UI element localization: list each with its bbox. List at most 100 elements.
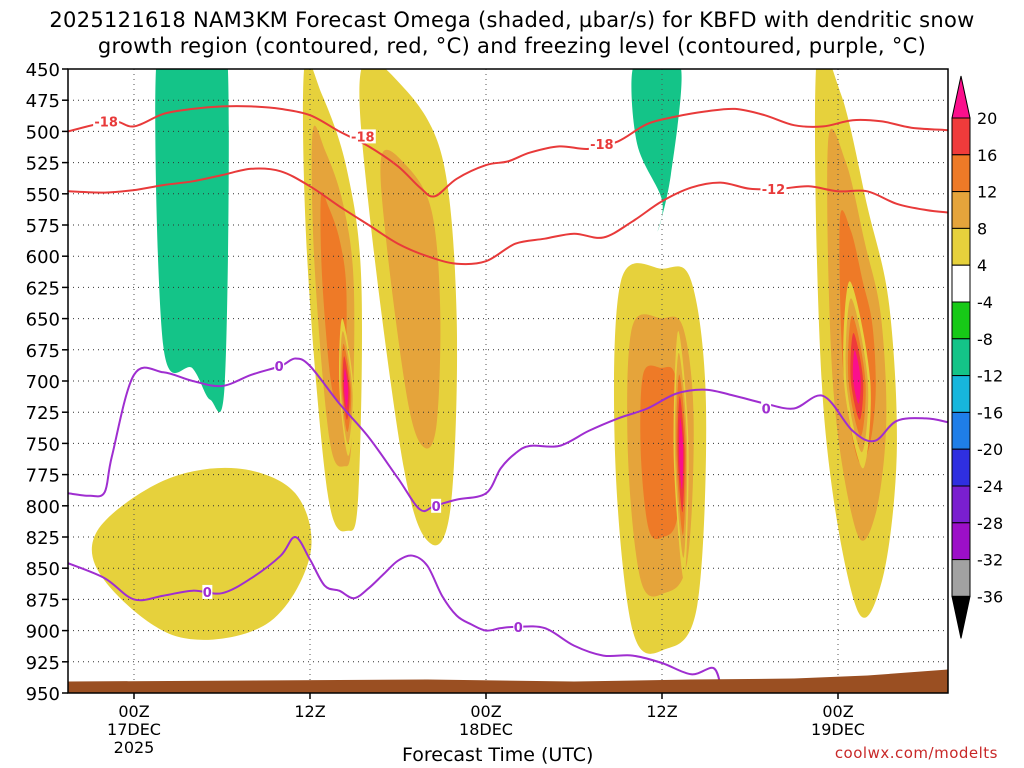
- colorbar-bottom-triangle: [951, 595, 971, 639]
- contour-line-0: [68, 536, 722, 686]
- colorbar-swatch: [951, 522, 971, 561]
- colorbar-swatch: [951, 485, 971, 524]
- colorbar-swatch: [951, 117, 971, 156]
- colorbar-label: -24: [977, 477, 1003, 496]
- y-tick-label: 775: [26, 466, 60, 487]
- y-tick-label: 450: [26, 60, 60, 81]
- x-tick-label: 19DEC: [811, 720, 865, 739]
- colorbar-label: -36: [977, 587, 1003, 606]
- contour-label: 0: [432, 500, 441, 515]
- y-tick-label: 850: [26, 559, 60, 580]
- colorbar-label: 20: [977, 109, 997, 128]
- colorbar-label: -12: [977, 367, 1003, 386]
- colorbar-label: -20: [977, 440, 1003, 459]
- colorbar-label: -32: [977, 551, 1003, 570]
- colorbar-swatch: [951, 411, 971, 450]
- omega-region-7: [91, 467, 312, 640]
- colorbar-swatch: [951, 375, 971, 413]
- omega-region-1: [155, 69, 229, 412]
- contour-label: -12: [762, 183, 786, 198]
- y-tick-label: 825: [26, 528, 60, 549]
- omega-region-2: [631, 69, 682, 232]
- chart-title-line1: 2025121618 NAM3KM Forecast Omega (shaded…: [49, 8, 975, 32]
- contour-label-bg: [202, 584, 213, 599]
- y-tick-label: 750: [26, 434, 60, 455]
- omega-region-5: [613, 263, 707, 654]
- contour-label-bg: [274, 359, 285, 374]
- y-tick-label: 900: [26, 622, 60, 643]
- colorbar-swatch: [951, 154, 971, 193]
- y-tick-label: 925: [26, 653, 60, 674]
- y-tick-label: 800: [26, 497, 60, 518]
- contour-line--18: [68, 105, 948, 198]
- omega-shade--8: [155, 69, 229, 412]
- omega-region-8: [339, 318, 355, 456]
- y-tick-label: 950: [26, 684, 60, 705]
- terrain-fill: [68, 669, 948, 693]
- contour-label: 0: [514, 621, 523, 636]
- colorbar-label: 8: [977, 219, 987, 238]
- x-tick-label: 2025: [114, 738, 155, 757]
- colorbar-label: 12: [977, 183, 997, 202]
- colorbar-swatch: [951, 559, 971, 597]
- colorbar-top-triangle: [951, 75, 971, 119]
- omega-shade-12: [640, 365, 682, 540]
- contour-label: 0: [203, 586, 212, 601]
- y-tick-label: 725: [26, 403, 60, 424]
- omega-shade-20: [852, 350, 861, 404]
- chart-title-line2: growth region (contoured, red, °C) and f…: [97, 34, 927, 58]
- colorbar-swatch: [951, 227, 971, 266]
- x-tick-label: 00Z: [822, 702, 853, 721]
- contour-label: -18: [590, 138, 614, 153]
- contour-label-bg: [760, 181, 787, 196]
- y-tick-label: 875: [26, 590, 60, 611]
- colorbar-label: 4: [977, 256, 987, 275]
- omega-shade--8: [631, 69, 682, 232]
- y-tick-label: 500: [26, 122, 60, 143]
- colorbar-label: -16: [977, 403, 1003, 422]
- colorbar-swatch: [951, 338, 971, 377]
- omega-shade-20: [678, 417, 684, 490]
- contour-line-0: [68, 357, 948, 513]
- x-tick-label: 12Z: [646, 702, 677, 721]
- colorbar-label: -4: [977, 293, 993, 312]
- y-tick-label: 700: [26, 372, 60, 393]
- contour-line--12: [68, 167, 948, 266]
- colorbar-label: 16: [977, 146, 997, 165]
- y-tick-label: 575: [26, 216, 60, 237]
- contour-label: 0: [762, 402, 771, 417]
- x-tick-label: 18DEC: [459, 720, 513, 739]
- contour-label-bg: [761, 401, 772, 416]
- contour-label: 0: [275, 360, 284, 375]
- x-axis-title: Forecast Time (UTC): [402, 744, 594, 766]
- contour-label: -18: [351, 130, 375, 145]
- y-tick-label: 475: [26, 91, 60, 112]
- colorbar-label: -28: [977, 514, 1003, 533]
- y-tick-label: 600: [26, 247, 60, 268]
- contour-label-bg: [588, 136, 615, 151]
- omega-region-4: [359, 69, 458, 546]
- y-tick-label: 625: [26, 278, 60, 299]
- contour-label-bg: [93, 114, 120, 129]
- x-tick-label: 00Z: [470, 702, 501, 721]
- x-tick-label: 17DEC: [107, 720, 161, 739]
- colorbar-swatch: [951, 448, 971, 487]
- contour-label-bg: [349, 129, 376, 144]
- colorbar-label: -8: [977, 330, 993, 349]
- colorbar-swatch: [951, 264, 971, 303]
- y-tick-label: 550: [26, 185, 60, 206]
- colorbar-swatch: [951, 301, 971, 340]
- contour-label-bg: [431, 498, 442, 513]
- omega-shade-8: [380, 149, 441, 449]
- contour-label-bg: [513, 619, 524, 634]
- contour-label: -18: [94, 115, 118, 130]
- y-tick-label: 650: [26, 310, 60, 331]
- omega-region-10: [843, 281, 871, 469]
- omega-shade-20: [343, 368, 349, 409]
- x-tick-label: 00Z: [118, 702, 149, 721]
- y-tick-label: 525: [26, 154, 60, 175]
- credit-text: coolwx.com/modelts: [834, 744, 998, 762]
- y-tick-label: 675: [26, 341, 60, 362]
- x-tick-label: 12Z: [294, 702, 325, 721]
